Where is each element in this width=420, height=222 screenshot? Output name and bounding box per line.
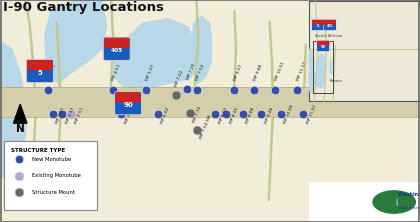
Point — [294, 88, 301, 92]
Point — [16, 157, 22, 161]
Point — [193, 128, 200, 132]
Text: MP 7.54 SM: MP 7.54 SM — [200, 115, 213, 140]
Point — [239, 113, 246, 116]
FancyBboxPatch shape — [317, 41, 330, 52]
Polygon shape — [0, 40, 27, 178]
Text: Structure Mount: Structure Mount — [32, 190, 75, 195]
Text: MP 10.08: MP 10.08 — [284, 104, 294, 124]
FancyBboxPatch shape — [26, 59, 53, 83]
Text: MP 2.81: MP 2.81 — [55, 107, 66, 124]
Text: MP 7.20: MP 7.20 — [186, 63, 196, 80]
Point — [193, 88, 200, 92]
Polygon shape — [113, 18, 197, 93]
Point — [109, 88, 116, 92]
Point — [45, 88, 52, 92]
Text: STRUCTURE TYPE: STRUCTURE TYPE — [11, 148, 66, 153]
Text: 90: 90 — [320, 45, 326, 49]
Text: MP 3.19: MP 3.19 — [47, 64, 58, 81]
FancyBboxPatch shape — [309, 1, 420, 101]
Text: Seattle: Seattle — [314, 34, 327, 38]
Text: ▕: ▕ — [391, 198, 397, 206]
Point — [186, 111, 193, 115]
Point — [315, 88, 322, 92]
Polygon shape — [13, 104, 27, 123]
Polygon shape — [44, 0, 107, 84]
Text: 405: 405 — [327, 24, 333, 28]
Point — [277, 113, 284, 116]
Point — [212, 113, 218, 116]
FancyBboxPatch shape — [323, 20, 336, 31]
FancyBboxPatch shape — [324, 20, 336, 25]
Point — [16, 191, 22, 194]
Polygon shape — [0, 87, 420, 117]
Text: MP 4.51: MP 4.51 — [112, 64, 122, 81]
Point — [231, 88, 238, 92]
Text: New Monotube: New Monotube — [32, 157, 71, 162]
Text: 5: 5 — [37, 70, 42, 76]
Text: MP 6.02: MP 6.02 — [160, 107, 171, 124]
Text: MP 7.54: MP 7.54 — [196, 64, 206, 81]
Text: Bellevue: Bellevue — [328, 34, 343, 38]
Text: MP 4.65: MP 4.65 — [124, 106, 134, 124]
Text: MP 9.48: MP 9.48 — [264, 107, 274, 124]
FancyBboxPatch shape — [312, 20, 324, 25]
Text: MP 8.02: MP 8.02 — [218, 107, 228, 124]
Text: Existing Monotube: Existing Monotube — [32, 173, 81, 178]
Point — [272, 88, 278, 92]
Point — [68, 113, 75, 116]
FancyBboxPatch shape — [312, 20, 325, 31]
Point — [258, 113, 265, 116]
Text: N: N — [16, 124, 24, 134]
FancyBboxPatch shape — [103, 37, 130, 60]
Text: MP 8.88: MP 8.88 — [246, 107, 256, 124]
Polygon shape — [309, 49, 315, 93]
Text: MP 7.02: MP 7.02 — [175, 69, 185, 87]
Text: MP 7.70: MP 7.70 — [193, 105, 203, 123]
Text: MP 8.45: MP 8.45 — [229, 106, 239, 124]
Text: MP 9.07: MP 9.07 — [234, 64, 244, 81]
Text: MP 3.51: MP 3.51 — [74, 106, 84, 124]
Polygon shape — [191, 16, 212, 84]
FancyBboxPatch shape — [317, 41, 329, 46]
Point — [154, 113, 161, 116]
Polygon shape — [329, 58, 333, 75]
Point — [118, 113, 124, 116]
Point — [143, 88, 150, 92]
Point — [251, 88, 257, 92]
Text: Washington State: Washington State — [398, 192, 420, 197]
Text: MP 11.71: MP 11.71 — [318, 61, 329, 81]
FancyBboxPatch shape — [27, 60, 52, 70]
Point — [172, 94, 179, 97]
Text: MP 9.88: MP 9.88 — [253, 64, 263, 81]
Text: 405: 405 — [110, 48, 123, 53]
Text: I-90 Gantry Locations: I-90 Gantry Locations — [3, 1, 164, 14]
Text: MP 3.37: MP 3.37 — [65, 107, 75, 124]
FancyBboxPatch shape — [309, 182, 420, 222]
FancyBboxPatch shape — [4, 141, 97, 210]
Point — [59, 113, 66, 116]
Circle shape — [373, 191, 415, 213]
Text: MP 10.51: MP 10.51 — [274, 61, 286, 81]
Point — [184, 87, 190, 91]
Text: MP 5.07: MP 5.07 — [145, 64, 155, 81]
FancyBboxPatch shape — [116, 92, 141, 103]
Point — [49, 113, 56, 116]
Text: Renton: Renton — [330, 79, 343, 83]
Polygon shape — [315, 53, 326, 89]
Text: Department of Transportation: Department of Transportation — [398, 206, 420, 210]
Text: MP 11.17: MP 11.17 — [297, 61, 308, 81]
Point — [223, 113, 229, 116]
Text: MP 11.32: MP 11.32 — [306, 104, 317, 124]
FancyBboxPatch shape — [115, 92, 142, 115]
Text: 90: 90 — [123, 102, 133, 108]
FancyBboxPatch shape — [104, 38, 129, 48]
Point — [300, 113, 307, 116]
Text: 5: 5 — [317, 24, 320, 28]
Point — [16, 174, 22, 178]
